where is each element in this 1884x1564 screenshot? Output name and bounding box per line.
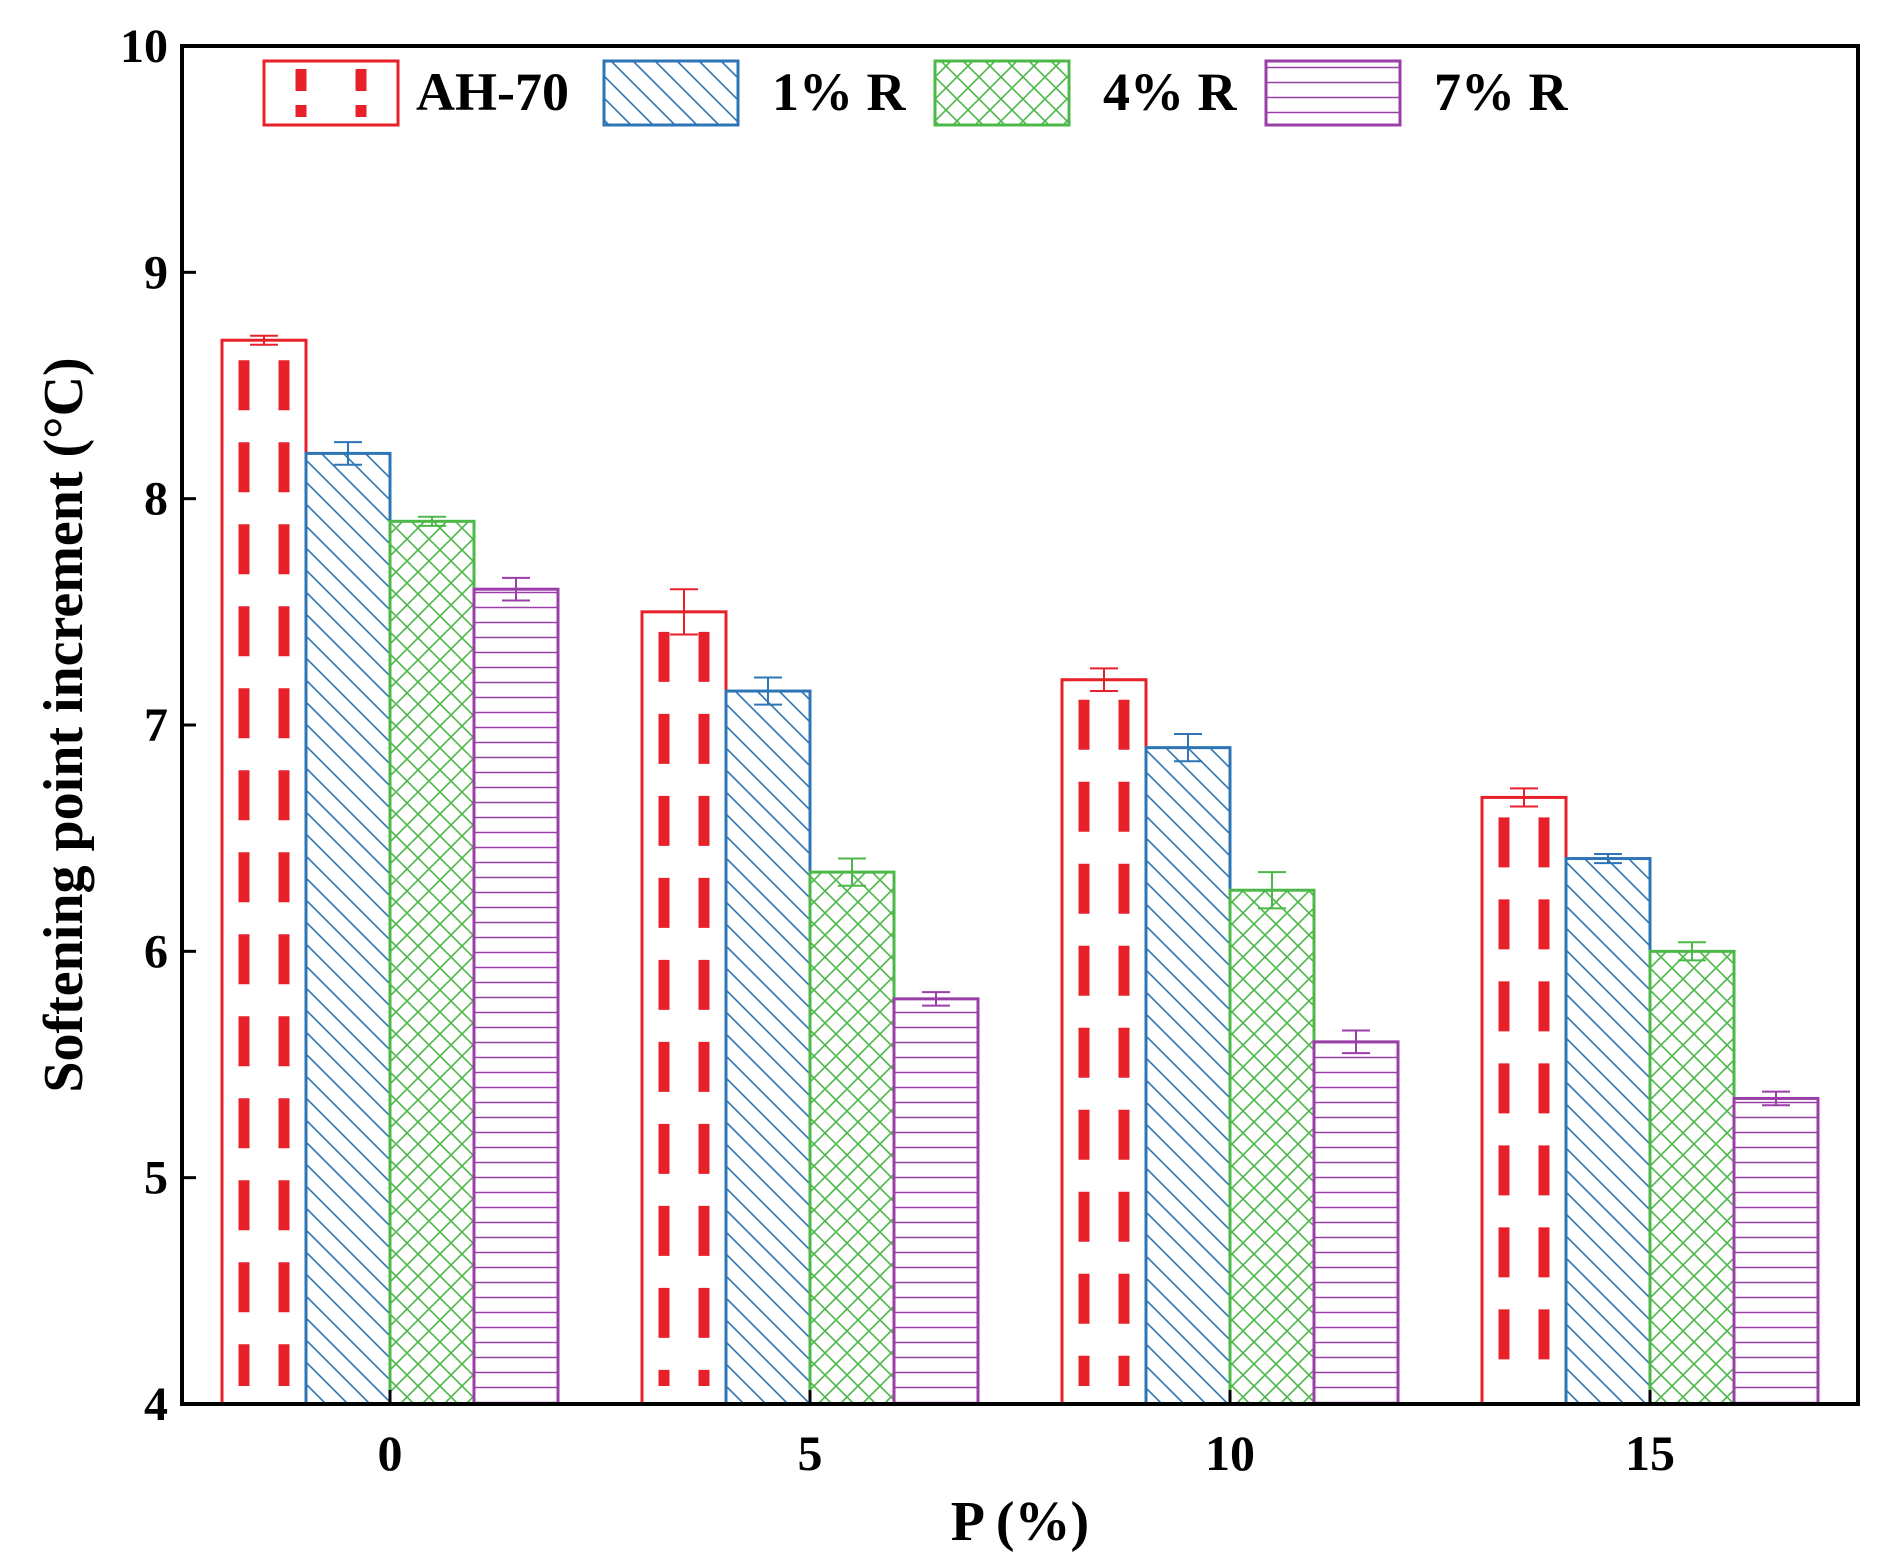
legend-item-7-r-swatch: [1264, 59, 1402, 127]
legend-item-ah-70-swatch: [262, 59, 400, 127]
legend-item-7-r-label: 7% R: [1434, 62, 1569, 122]
bar-7-r-p15: [1732, 1096, 1820, 1406]
legend-item-4-r-swatch: [933, 59, 1071, 127]
x-tick-label-15: 15: [1625, 1425, 1675, 1481]
y-tick-label-8: 8: [144, 473, 168, 526]
x-tick-label-10: 10: [1205, 1425, 1255, 1481]
bar-ah-70-p0: [220, 338, 308, 1406]
y-tick-label-6: 6: [144, 925, 168, 978]
bar-ah-70-p10: [1060, 678, 1148, 1406]
legend-item-4-r-label: 4% R: [1103, 62, 1238, 122]
bar-ah-70-p15: [1480, 795, 1568, 1406]
bar-1-r-p10: [1144, 746, 1232, 1406]
y-axis-title: Softening point increment (°C): [33, 357, 95, 1092]
legend-item-1-r-swatch: [602, 59, 740, 127]
y-tick-label-7: 7: [144, 699, 168, 752]
bar-1-r-p5: [724, 689, 812, 1406]
bar-1-r-p0: [304, 451, 392, 1406]
axes-layer: 4 5 6 7 8 9 10 0 5 10 15: [120, 20, 1675, 1481]
y-tick-label-10: 10: [120, 20, 168, 73]
legend-item-ah-70-label: AH-70: [416, 62, 569, 122]
bar-4-r-p10: [1228, 888, 1316, 1406]
bar-7-r-p5: [892, 997, 980, 1406]
legend-item-1-r-label: 1% R: [772, 62, 907, 122]
y-tick-label-9: 9: [144, 246, 168, 299]
bar-7-r-p10: [1312, 1040, 1400, 1406]
y-tick-label-5: 5: [144, 1152, 168, 1205]
x-tick-label-5: 5: [798, 1425, 823, 1481]
bar-7-r-p0: [472, 587, 560, 1406]
bar-4-r-p15: [1648, 949, 1736, 1406]
x-tick-label-0: 0: [378, 1425, 403, 1481]
bars-layer: [220, 334, 1820, 1406]
bar-ah-70-p5: [640, 610, 728, 1406]
legend: AH-70 1% R 4% R 7% R: [262, 59, 1569, 127]
bar-1-r-p15: [1564, 857, 1652, 1406]
bar-4-r-p5: [808, 870, 896, 1406]
bar-4-r-p0: [388, 519, 476, 1406]
y-tick-label-4: 4: [144, 1378, 168, 1431]
x-axis-title: P (%): [951, 1491, 1089, 1553]
